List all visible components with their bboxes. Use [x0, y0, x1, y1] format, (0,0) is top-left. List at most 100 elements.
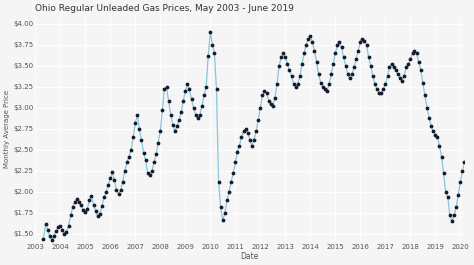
- Point: [404, 62, 412, 66]
- Point: [473, 152, 474, 156]
- Point: [215, 180, 222, 184]
- Point: [244, 131, 252, 135]
- Point: [390, 65, 397, 70]
- Point: [77, 203, 85, 207]
- Point: [246, 138, 254, 142]
- Point: [421, 93, 428, 97]
- Point: [61, 232, 68, 236]
- Point: [346, 76, 354, 81]
- Point: [310, 48, 318, 53]
- Point: [277, 55, 285, 60]
- Point: [309, 40, 316, 44]
- Point: [100, 195, 108, 199]
- Point: [304, 37, 312, 41]
- Point: [92, 209, 100, 213]
- Point: [377, 91, 385, 95]
- Point: [242, 127, 249, 131]
- Point: [171, 129, 179, 134]
- Point: [159, 107, 166, 112]
- Point: [452, 205, 460, 209]
- Point: [229, 171, 237, 175]
- Point: [342, 64, 349, 68]
- Point: [113, 188, 120, 192]
- Point: [382, 82, 389, 86]
- Point: [263, 91, 270, 95]
- Point: [386, 65, 393, 70]
- Point: [146, 173, 154, 177]
- Point: [250, 138, 258, 142]
- Point: [73, 197, 81, 201]
- Point: [228, 180, 235, 184]
- Point: [192, 112, 200, 117]
- Point: [110, 178, 118, 182]
- Point: [350, 65, 358, 70]
- Point: [384, 74, 392, 78]
- Point: [55, 225, 62, 229]
- Point: [83, 207, 91, 211]
- Point: [471, 149, 474, 154]
- Point: [267, 101, 274, 106]
- Point: [190, 106, 197, 110]
- Point: [284, 62, 292, 66]
- Point: [219, 218, 227, 223]
- Point: [46, 234, 54, 238]
- Point: [90, 202, 97, 207]
- Point: [371, 82, 379, 86]
- Point: [175, 118, 183, 122]
- Point: [194, 116, 201, 120]
- Point: [417, 68, 425, 72]
- Point: [467, 144, 474, 148]
- Point: [325, 82, 333, 86]
- Point: [367, 64, 374, 68]
- Point: [323, 89, 331, 93]
- Point: [104, 183, 112, 187]
- Point: [121, 169, 128, 173]
- Point: [80, 207, 87, 212]
- Point: [459, 169, 466, 173]
- Point: [210, 51, 218, 55]
- Point: [180, 99, 187, 103]
- Point: [407, 57, 414, 61]
- Point: [134, 112, 141, 117]
- Point: [319, 85, 327, 89]
- Point: [380, 87, 387, 91]
- Point: [234, 149, 241, 154]
- Point: [394, 72, 401, 76]
- Point: [136, 127, 143, 131]
- Point: [307, 34, 314, 38]
- Point: [177, 110, 185, 114]
- Point: [150, 160, 158, 165]
- Point: [294, 82, 301, 86]
- Point: [300, 51, 308, 55]
- Point: [392, 68, 400, 72]
- Point: [119, 180, 127, 184]
- Point: [240, 129, 247, 134]
- Point: [373, 87, 381, 91]
- Point: [321, 87, 328, 91]
- Point: [361, 38, 368, 43]
- Point: [313, 59, 320, 64]
- Point: [188, 97, 195, 101]
- Point: [465, 146, 473, 150]
- Point: [148, 169, 156, 173]
- Point: [436, 144, 443, 148]
- Point: [102, 190, 110, 194]
- Point: [302, 43, 310, 47]
- Point: [125, 154, 133, 159]
- Point: [59, 228, 66, 232]
- Point: [156, 129, 164, 134]
- Point: [67, 213, 74, 218]
- Point: [317, 81, 325, 85]
- Point: [419, 81, 427, 85]
- Point: [88, 194, 95, 198]
- Point: [86, 198, 93, 202]
- Point: [336, 40, 343, 44]
- Point: [200, 93, 208, 97]
- Point: [328, 72, 335, 76]
- Point: [209, 43, 216, 47]
- Point: [456, 180, 464, 184]
- Point: [223, 198, 231, 202]
- Point: [402, 65, 410, 70]
- Point: [292, 85, 300, 89]
- Point: [184, 82, 191, 86]
